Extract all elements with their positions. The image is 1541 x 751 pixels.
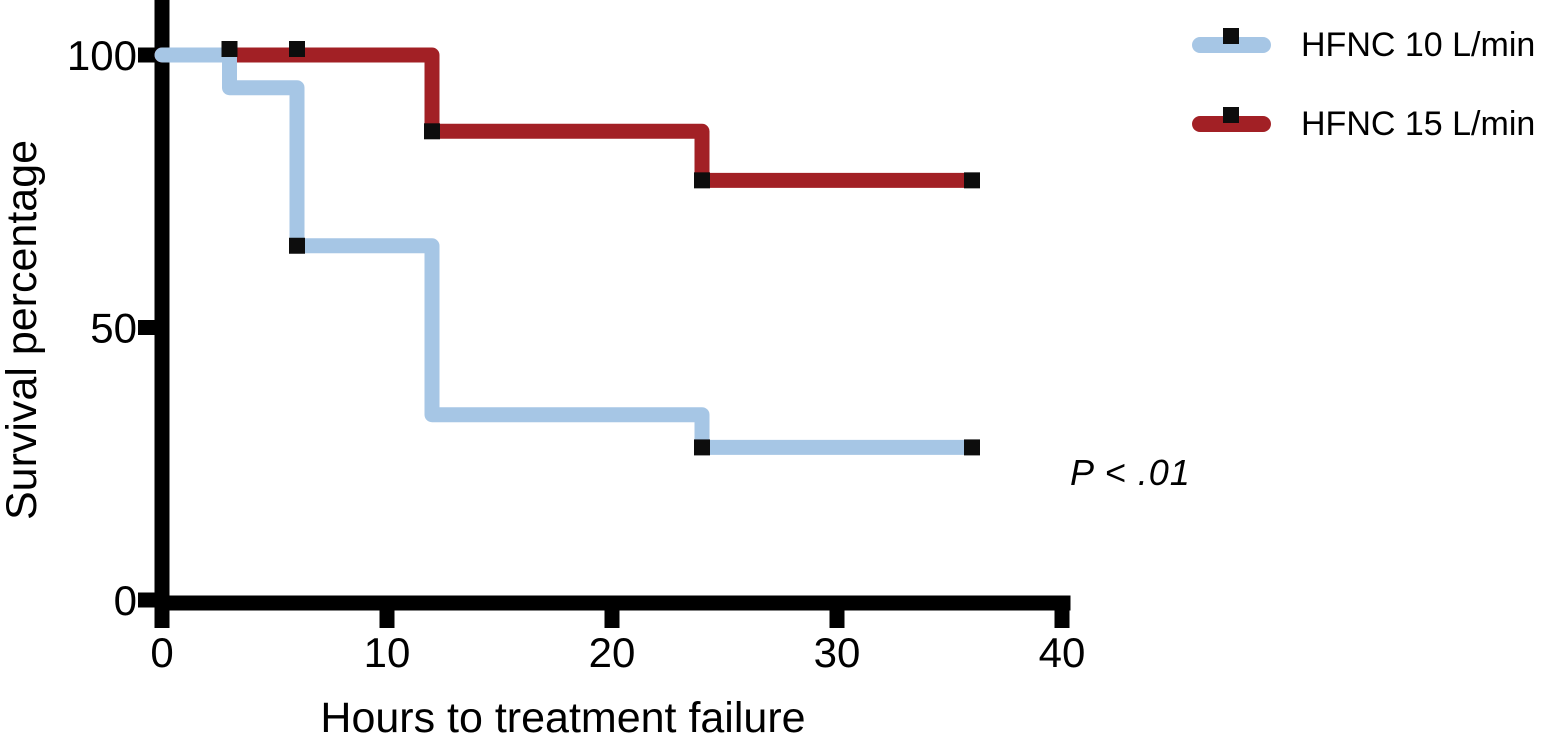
- data-marker: [694, 439, 710, 456]
- data-marker: [964, 439, 980, 456]
- legend-line-swatch-red: [1192, 107, 1271, 132]
- legend-label: HFNC 10 L/min: [1301, 26, 1536, 64]
- p-value-annotation: P < .01: [1070, 452, 1191, 493]
- y-tick: [138, 47, 155, 63]
- x-tick: [829, 600, 845, 628]
- y-tick-label: 100: [67, 32, 137, 79]
- y-axis: [154, 0, 170, 628]
- x-tick-label: 30: [814, 629, 861, 676]
- x-tick: [154, 600, 170, 628]
- x-tick-label: 40: [1039, 629, 1086, 676]
- legend-line-swatch-blue: [1192, 28, 1271, 53]
- y-tick: [138, 320, 155, 335]
- x-tick-label: 10: [364, 629, 411, 676]
- data-marker: [221, 41, 238, 57]
- x-tick: [379, 600, 395, 628]
- legend-item-hfnc-15: HFNC 15 L/min: [1192, 106, 1535, 142]
- x-tick-label: 0: [150, 629, 173, 676]
- series-path-hfnc-10-l-min: [154, 47, 980, 455]
- series-path-hfnc-15-l-min: [154, 47, 980, 188]
- legend-square-marker-icon: [1223, 107, 1239, 123]
- legend: HFNC 10 L/min HFNC 15 L/min: [1192, 0, 1541, 160]
- y-tick-label: 0: [114, 577, 137, 624]
- x-axis-title: Hours to treatment failure: [320, 694, 805, 742]
- data-marker: [964, 172, 980, 189]
- y-tick-label: 50: [90, 305, 137, 352]
- legend-square-marker-icon: [1223, 28, 1239, 44]
- x-tick: [1054, 600, 1070, 628]
- data-marker: [424, 123, 440, 140]
- x-tick: [604, 600, 620, 628]
- x-tick-label: 20: [589, 629, 636, 676]
- data-marker: [289, 41, 305, 57]
- legend-item-hfnc-10: HFNC 10 L/min: [1192, 27, 1535, 63]
- y-axis-title: Survival percentage: [0, 140, 46, 520]
- y-tick: [138, 592, 155, 608]
- data-marker: [694, 172, 710, 189]
- legend-label: HFNC 15 L/min: [1301, 105, 1536, 143]
- data-marker: [289, 237, 305, 254]
